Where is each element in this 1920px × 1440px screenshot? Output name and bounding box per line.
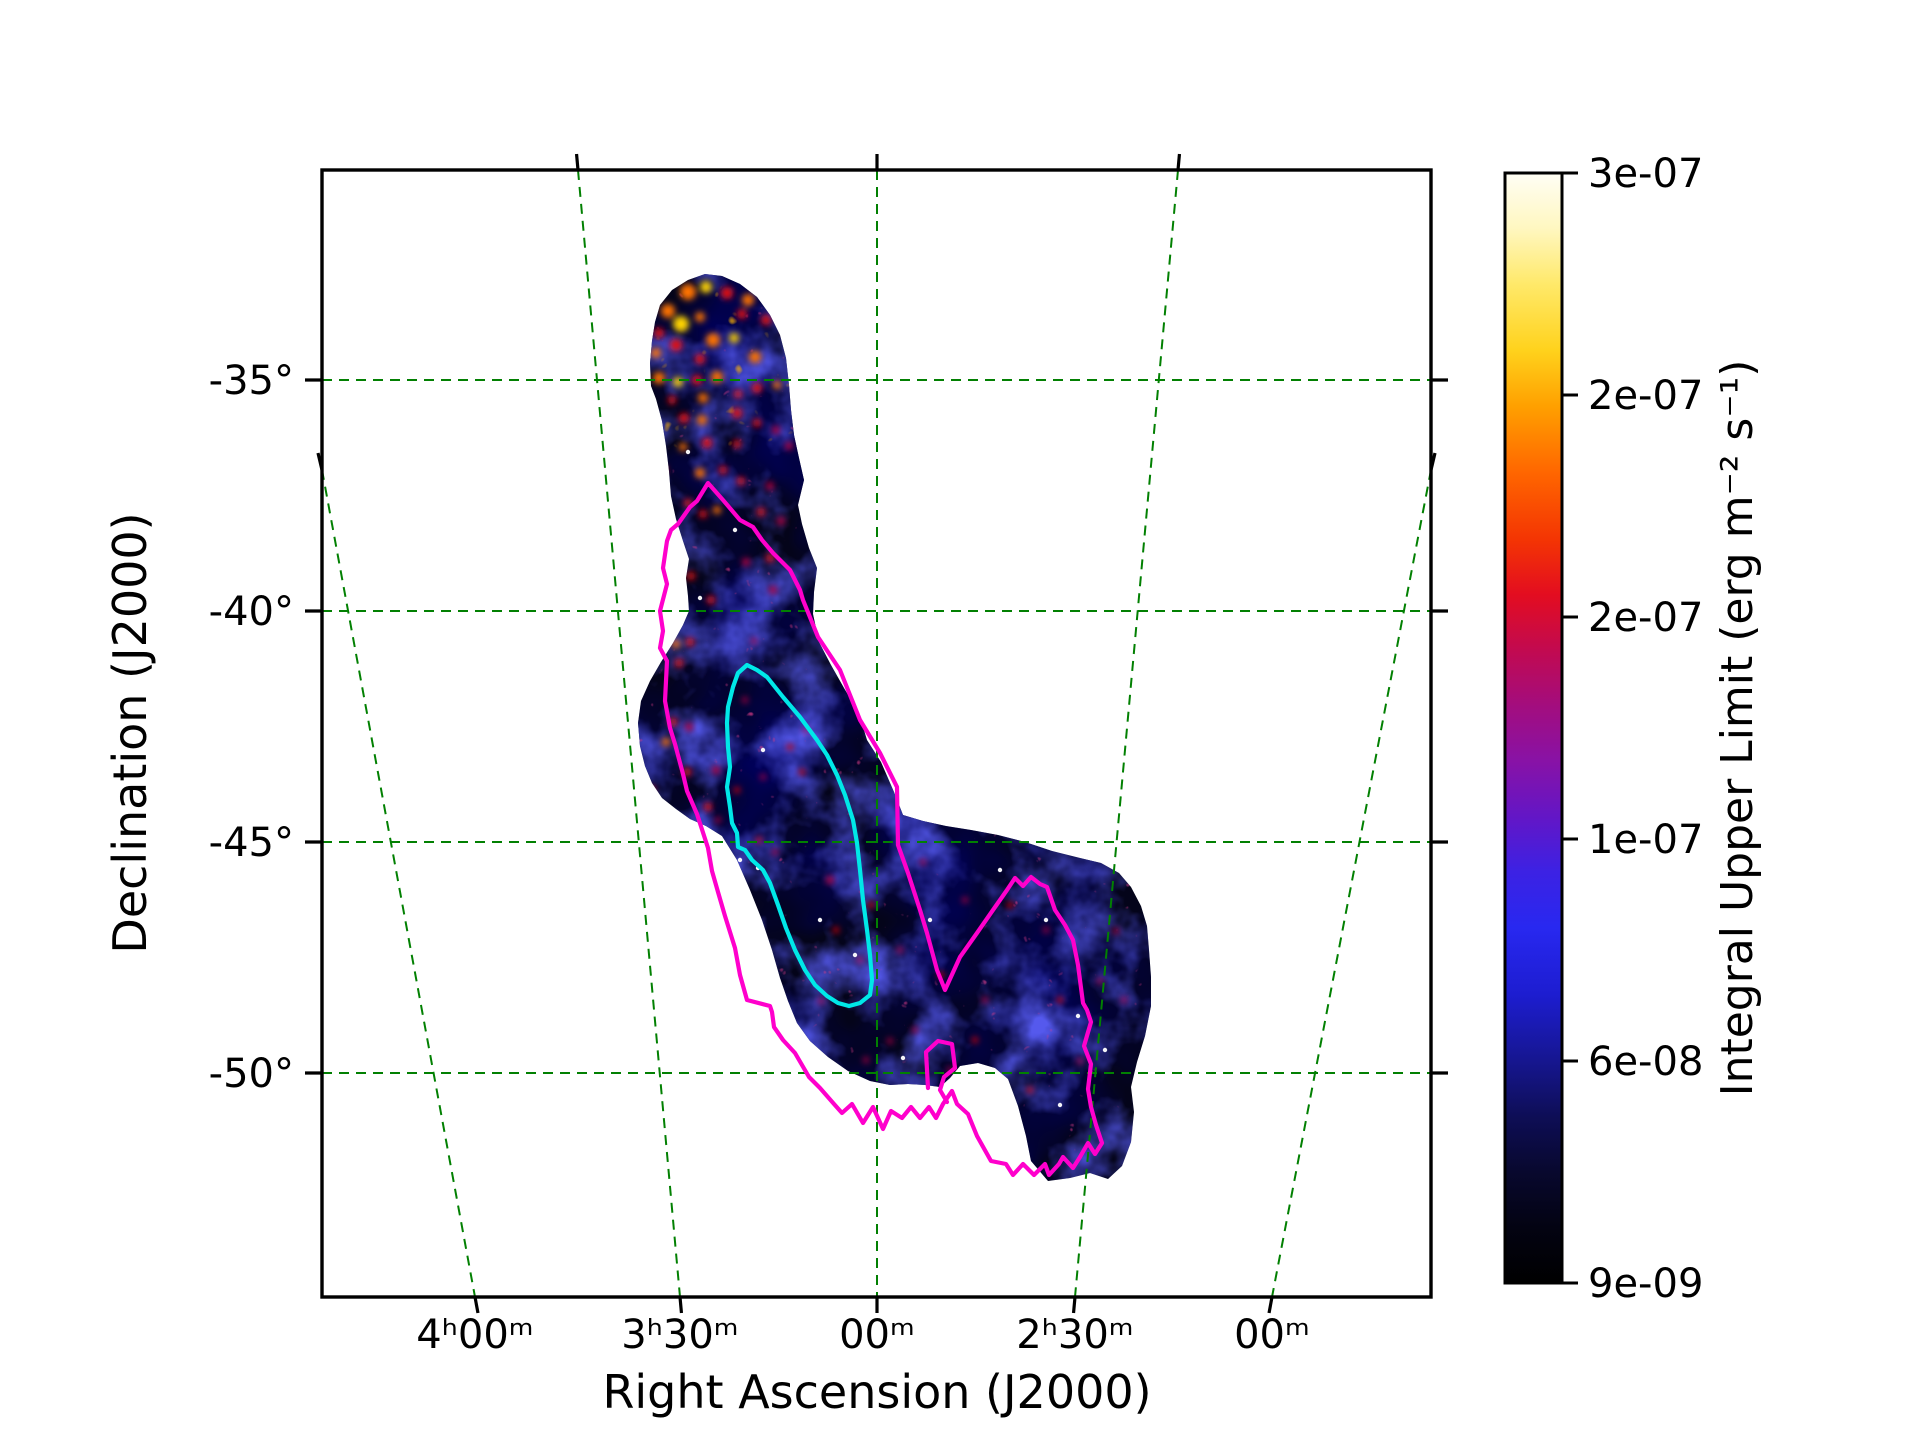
hotspot-speckles [649,281,1127,1093]
colorbar-tick-label: 6e-08 [1588,1039,1703,1085]
colorbar-tick-label: 3e-07 [1588,151,1703,197]
x-tick [1267,1296,1274,1314]
plot-frame [320,168,1433,1299]
colorbar-gradient [1505,173,1562,1283]
ra-gridline [1271,469,1432,1298]
axis-ticks [305,153,1448,1314]
magenta-contour-hook [923,1038,958,1105]
survey-contours [657,480,1105,1178]
map-texture-hot-head [638,274,1151,440]
colorbar: 3e-07 2e-07 2e-07 1e-07 6e-08 9e-09 Integral … [1503,151,1763,1307]
colorbar-ticks [1562,171,1578,1285]
y-tick-label: -40° [209,589,294,635]
ra-gridline [321,469,476,1298]
y-tick-label: -50° [209,1051,294,1097]
colorbar-axis-label: Integral Upper Limit (erg m⁻² s⁻¹) [1712,360,1763,1097]
colorbar-frame [1503,171,1564,1285]
colorbar-tick-label: 2e-07 [1588,373,1703,419]
x-tick-label: 00ᵐ [839,1312,915,1358]
colorbar-tick-label: 9e-09 [1588,1261,1703,1307]
x-axis-label: Right Ascension (J2000) [602,1365,1151,1419]
x-tick [678,1296,684,1314]
colorbar-tick-labels: 3e-07 2e-07 2e-07 1e-07 6e-08 9e-09 [1588,151,1703,1307]
y-axis-label: Declination (J2000) [103,512,157,953]
x-tick-label: 00ᵐ [1234,1312,1310,1358]
top-tick [574,153,580,171]
ra-gridline [577,169,681,1298]
x-tick-label: 3ʰ30ᵐ [621,1312,738,1358]
survey-region-map [638,274,1151,1181]
magenta-contour [657,480,1105,1178]
x-tick [473,1296,480,1314]
top-tick [1176,153,1182,171]
x-tick [1071,1296,1077,1314]
cyan-contour [724,662,875,1009]
tick-labels: 4ʰ00ᵐ 3ʰ30ᵐ 00ᵐ 2ʰ30ᵐ 00ᵐ -35° -40° -45° -50° [209,358,1310,1358]
x-tick-label: 4ʰ00ᵐ [416,1312,533,1358]
y-tick-label: -45° [209,820,294,866]
y-tick-label: -35° [209,358,294,404]
celestial-graticule [321,169,1432,1298]
colorbar-tick-label: 2e-07 [1588,595,1703,641]
x-tick-label: 2ʰ30ᵐ [1016,1312,1133,1358]
colorbar-tick-label: 1e-07 [1588,817,1703,863]
